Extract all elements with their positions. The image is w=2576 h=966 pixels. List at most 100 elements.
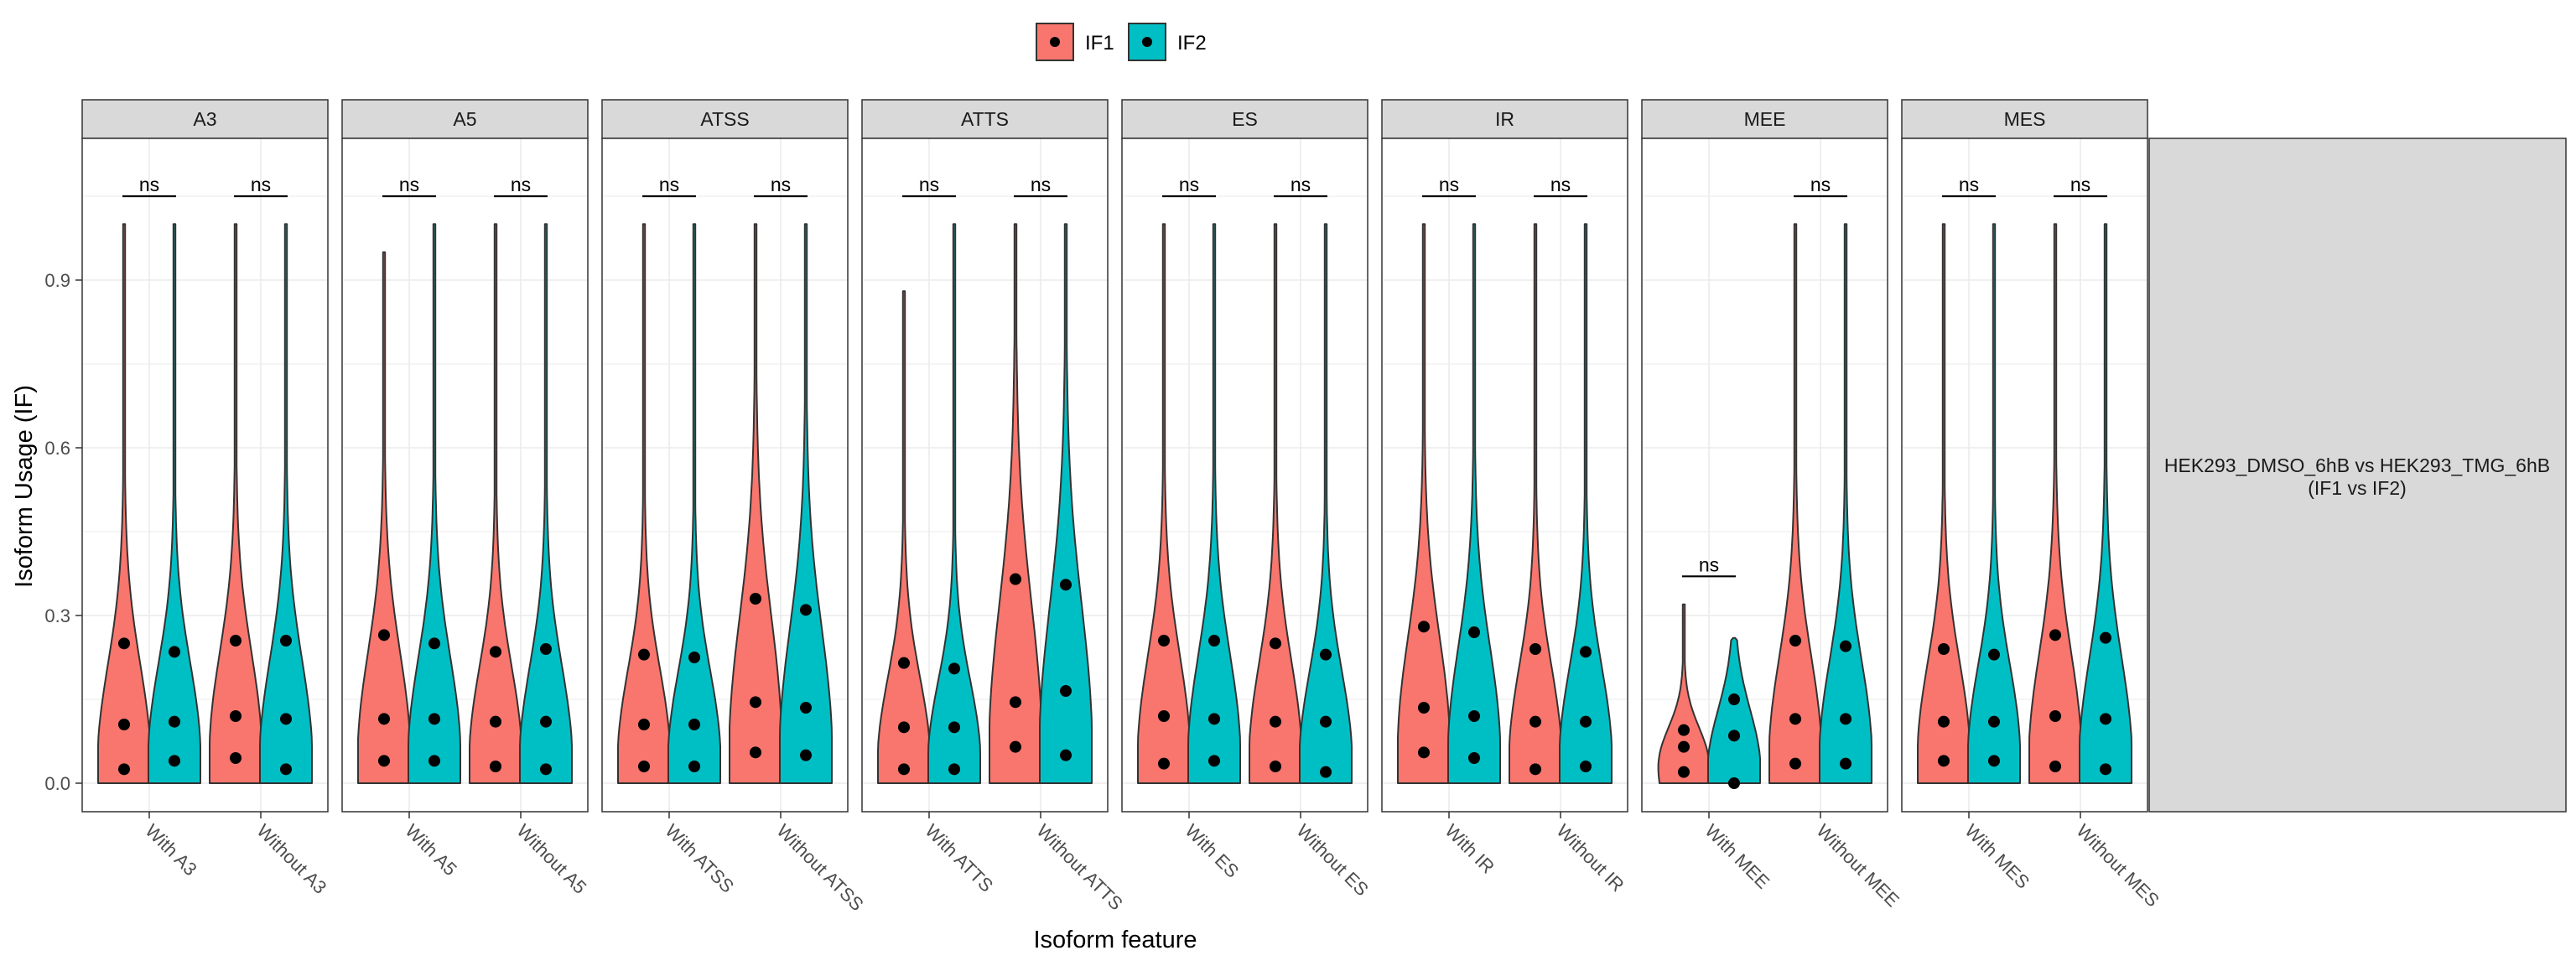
x-tick-label: Without ES [1292,820,1372,900]
violin-if2 [2079,223,2132,784]
violin-if2 [1447,223,1501,784]
violin-if2 [779,223,833,784]
violin-if1 [1137,223,1191,784]
quantile-point [1840,757,1852,770]
legend-label-if1: IF1 [1085,32,1114,55]
quantile-point [118,719,130,730]
quantile-point [169,646,180,658]
quantile-point [1320,766,1332,778]
facet-panel-border [1381,138,1628,813]
facet-strip [1121,99,1368,139]
quantile-point [169,755,180,767]
quantile-point [1468,710,1480,722]
quantile-point [1789,757,1801,770]
violin-if1 [469,223,522,784]
quantile-point [638,648,650,661]
facet-panel-es: ES ns With ES ns Without ES [1121,99,1373,900]
x-tick-label: Without A5 [512,820,590,898]
row-strip-label-line1: HEK293_DMSO_6hB vs HEK293_TMG_6hB [2164,454,2550,476]
quantile-point [688,719,700,730]
quantile-point [2100,631,2111,644]
quantile-point [1208,755,1220,767]
quantile-point [230,710,242,722]
quantile-point [1418,702,1430,714]
y-tick-label: 0.6 [44,438,70,459]
legend-key-if1-dot [1050,37,1060,47]
violin-if1 [1509,223,1562,784]
y-tick-label: 0.3 [44,605,70,626]
quantile-point [1060,685,1072,697]
significance-label: ns [511,174,531,195]
quantile-point [1208,635,1220,647]
x-tick-label: With IR [1441,820,1498,878]
quantile-point [1530,715,1541,728]
quantile-point [2100,713,2111,725]
quantile-point [490,715,501,728]
facet-panel-border [341,138,589,813]
row-strip-box [2148,138,2567,813]
facet-panel-border [81,138,329,813]
quantile-point [428,637,440,650]
x-tick-label: With ATSS [661,820,738,897]
quantile-point [800,749,812,761]
quantile-point [280,713,292,725]
facet-strip [1901,99,2148,139]
quantile-point [1418,621,1430,633]
quantile-point [898,657,910,669]
quantile-point [1060,579,1072,591]
quantile-point [1468,752,1480,764]
violin-if1 [1249,223,1302,784]
quantile-point [1728,693,1740,705]
violin-if1 [617,223,671,784]
x-tick-label: With A5 [401,820,460,880]
facet-strip [1641,99,1888,139]
quantile-point [1580,715,1592,728]
quantile-point [898,721,910,734]
facet-strip-label: ATSS [700,108,749,130]
x-tick-label: Without IR [1552,820,1628,896]
facet-strip-label: ATTS [961,108,1009,130]
violin-if2 [1819,223,1872,784]
violin-if2 [1299,223,1353,784]
row-strip-label-line2: (IF1 vs IF2) [2308,477,2407,499]
quantile-point [2049,761,2061,772]
violin-if1 [1397,223,1451,784]
violin-if1 [1917,223,1971,784]
violin-if1 [97,223,151,784]
violin-if1 [729,223,782,784]
violin-if1 [1657,603,1711,784]
quantile-point [1988,715,2000,728]
quantile-point [1678,724,1690,736]
quantile-point [2100,763,2111,776]
x-tick-label: With MEE [1701,820,1774,893]
significance-label: ns [1959,174,1979,195]
facet-panel-a3: A3 ns With A3 ns Without A3 [81,99,330,898]
quantile-point [118,763,130,776]
quantile-point [1789,713,1801,725]
quantile-point [800,702,812,714]
quantile-point [1840,713,1852,725]
quantile-point [118,637,130,650]
facet-strip [81,99,329,139]
quantile-point [688,761,700,772]
quantile-point [1010,740,1021,753]
facet-panel-atss: ATSS ns With ATSS ns Without ATSS [601,99,868,915]
quantile-point [1580,761,1592,772]
violin-if1 [1768,223,1822,784]
significance-label: ns [251,174,271,195]
significance-label: ns [1439,174,1459,195]
quantile-point [898,763,910,776]
quantile-point [280,635,292,647]
significance-label: ns [1291,174,1311,195]
quantile-point [490,646,501,658]
facet-strip-label: IR [1495,108,1514,130]
x-tick-label: With A3 [141,820,200,880]
quantile-point [948,763,960,776]
quantile-point [540,763,552,776]
quantile-point [1418,746,1430,759]
facet-panel-mee: MEE ns With MEE ns Without MEE [1641,99,1903,911]
violin-if2 [1187,223,1241,784]
quantile-point [1580,646,1592,658]
legend-key-if1 [1036,23,1074,61]
violin-if1 [877,290,931,784]
